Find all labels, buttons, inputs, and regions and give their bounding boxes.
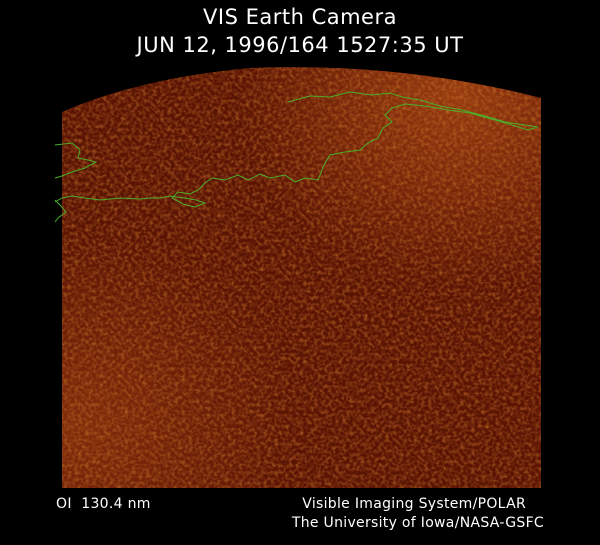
image-title: VIS Earth Camera <box>203 5 397 29</box>
image-noise <box>62 67 541 489</box>
coastline <box>54 91 539 208</box>
earth-image <box>62 67 541 489</box>
wavelength: OI 130.4 nm <box>56 496 151 512</box>
coastline <box>54 199 67 223</box>
coastlines <box>54 91 539 223</box>
credit: Visible Imaging System/POLAR <box>302 496 526 512</box>
credit: The University of Iowa/NASA-GSFC <box>291 515 544 531</box>
coastline <box>54 142 98 179</box>
timestamp: JUN 12, 1996/164 1527:35 UT <box>135 33 464 57</box>
